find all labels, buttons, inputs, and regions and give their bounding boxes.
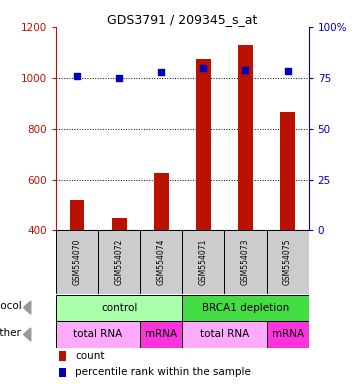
Text: GSM554072: GSM554072 <box>115 239 123 285</box>
Text: BRCA1 depletion: BRCA1 depletion <box>202 303 289 313</box>
Point <box>243 66 248 73</box>
Bar <box>266 321 309 348</box>
Bar <box>182 230 225 294</box>
Text: GSM554074: GSM554074 <box>157 239 166 285</box>
Bar <box>182 321 266 348</box>
Point <box>200 65 206 71</box>
Bar <box>154 173 169 332</box>
Bar <box>225 230 266 294</box>
Text: GSM554073: GSM554073 <box>241 239 250 285</box>
Title: GDS3791 / 209345_s_at: GDS3791 / 209345_s_at <box>107 13 257 26</box>
Bar <box>266 230 309 294</box>
Point <box>285 68 291 74</box>
Text: percentile rank within the sample: percentile rank within the sample <box>75 367 251 377</box>
Text: control: control <box>101 303 137 313</box>
Text: other: other <box>0 328 21 338</box>
Text: mRNA: mRNA <box>271 329 304 339</box>
Bar <box>98 230 140 294</box>
Bar <box>56 230 98 294</box>
Text: GSM554075: GSM554075 <box>283 239 292 285</box>
Text: count: count <box>75 351 105 361</box>
Bar <box>140 321 182 348</box>
Polygon shape <box>23 328 31 341</box>
Bar <box>182 295 309 321</box>
Bar <box>70 200 84 332</box>
Bar <box>56 295 182 321</box>
Text: total RNA: total RNA <box>200 329 249 339</box>
Bar <box>280 112 295 332</box>
Bar <box>59 368 66 377</box>
Text: total RNA: total RNA <box>73 329 123 339</box>
Bar <box>140 230 182 294</box>
Text: GSM554071: GSM554071 <box>199 239 208 285</box>
Bar <box>196 59 211 332</box>
Point <box>74 73 80 79</box>
Polygon shape <box>23 301 31 314</box>
Bar <box>238 45 253 332</box>
Text: protocol: protocol <box>0 301 21 311</box>
Text: GSM554070: GSM554070 <box>73 239 82 285</box>
Bar <box>59 351 66 361</box>
Point <box>116 74 122 81</box>
Point <box>158 69 164 75</box>
Bar <box>56 321 140 348</box>
Text: mRNA: mRNA <box>145 329 177 339</box>
Bar <box>112 218 126 332</box>
